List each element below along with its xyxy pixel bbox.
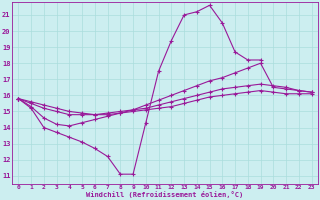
- X-axis label: Windchill (Refroidissement éolien,°C): Windchill (Refroidissement éolien,°C): [86, 191, 244, 198]
